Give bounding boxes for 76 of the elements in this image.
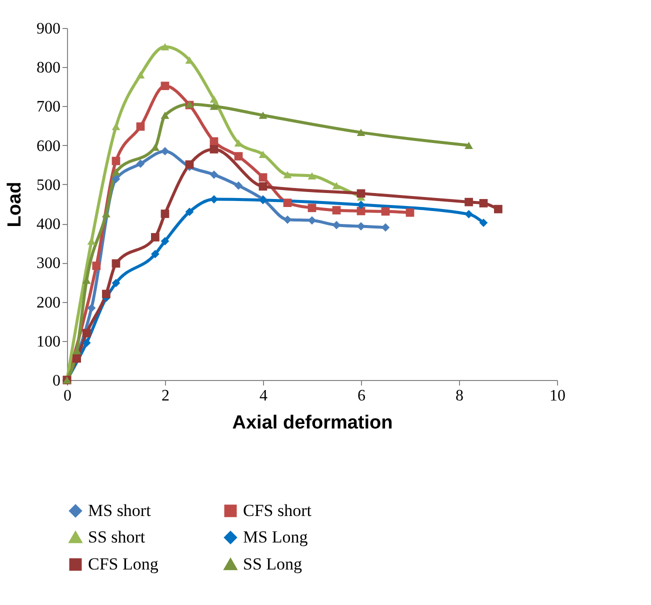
point xyxy=(356,128,366,136)
point xyxy=(406,208,414,217)
point xyxy=(185,208,194,216)
point xyxy=(151,250,160,258)
y-tick-label: 400 xyxy=(36,216,60,234)
x-tick-label: 0 xyxy=(64,388,72,404)
point xyxy=(72,354,81,363)
point xyxy=(82,328,91,338)
legend-label: MS Long xyxy=(243,528,308,546)
point xyxy=(112,174,120,184)
point xyxy=(151,233,160,242)
point xyxy=(136,122,145,131)
point xyxy=(160,43,170,50)
point xyxy=(112,168,120,176)
x-tick-label: 6 xyxy=(358,388,366,404)
point xyxy=(258,173,268,182)
point xyxy=(160,112,170,119)
legend-label: CFS Long xyxy=(88,554,159,574)
point xyxy=(136,160,145,168)
point xyxy=(464,142,473,149)
point xyxy=(102,290,110,298)
y-tick-label: 300 xyxy=(36,255,60,272)
point xyxy=(87,304,96,312)
point xyxy=(112,156,120,166)
point xyxy=(210,96,218,103)
legend-label: SS Long xyxy=(243,554,303,574)
x-axis-title: Axial deformation xyxy=(232,412,393,434)
point xyxy=(308,204,316,212)
point xyxy=(210,145,218,154)
point xyxy=(160,236,170,246)
point xyxy=(160,147,170,156)
point xyxy=(258,182,268,191)
legend-label: CFS short xyxy=(243,500,312,520)
y-tick-label: 200 xyxy=(36,294,60,312)
x-tick-label: 4 xyxy=(260,388,268,404)
y-axis-title: Load xyxy=(4,182,26,228)
point xyxy=(112,278,120,288)
y-tick-label: 900 xyxy=(36,20,60,38)
y-tick-label: 0 xyxy=(52,372,60,390)
point xyxy=(82,338,91,348)
point xyxy=(160,210,170,218)
point xyxy=(479,199,488,208)
point xyxy=(136,71,145,79)
point xyxy=(332,182,341,190)
point xyxy=(283,198,292,208)
legend-label: SS short xyxy=(88,528,146,546)
legend-label: MS short xyxy=(88,500,152,520)
point xyxy=(332,206,341,214)
point xyxy=(185,160,194,169)
point xyxy=(210,170,218,179)
x-tick-label: 2 xyxy=(162,388,170,404)
x-tick-label: 8 xyxy=(456,388,464,404)
y-tick-label: 600 xyxy=(36,138,60,155)
point xyxy=(234,152,243,160)
point xyxy=(234,181,243,190)
point xyxy=(210,137,218,146)
y-tick-label: 800 xyxy=(36,60,60,77)
point xyxy=(151,144,160,151)
point xyxy=(210,102,218,110)
point xyxy=(92,262,101,270)
point xyxy=(112,259,120,268)
point xyxy=(283,171,292,178)
y-tick-label: 500 xyxy=(36,176,60,194)
point xyxy=(308,172,316,180)
y-tick-label: 100 xyxy=(36,333,60,350)
y-tick-label: 700 xyxy=(36,98,60,116)
point xyxy=(381,207,390,216)
point xyxy=(258,112,268,119)
point xyxy=(494,204,502,214)
point xyxy=(160,82,170,90)
x-tick-label: 10 xyxy=(550,388,566,404)
point xyxy=(479,218,488,227)
point xyxy=(464,210,473,218)
point xyxy=(356,189,366,198)
point xyxy=(464,198,473,206)
point xyxy=(112,122,120,130)
